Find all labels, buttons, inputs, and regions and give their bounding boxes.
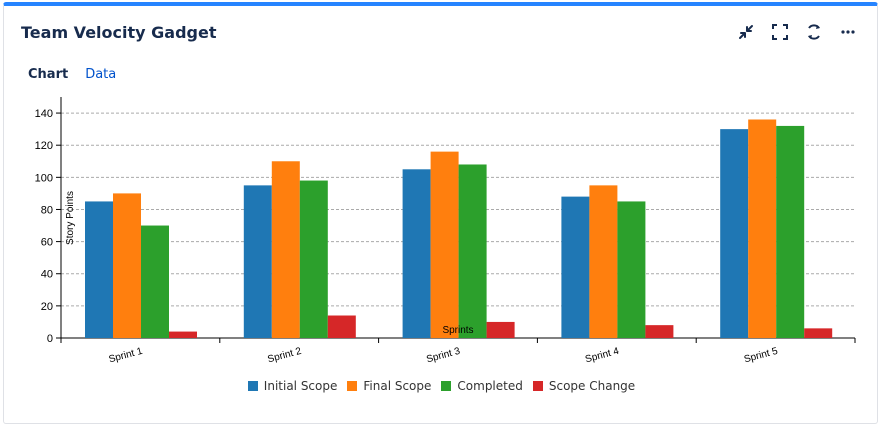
bar — [299, 180, 328, 338]
x-tick-label: Sprint 3 — [425, 346, 462, 366]
refresh-button[interactable] — [803, 21, 825, 43]
x-axis-title: Sprints — [442, 325, 473, 336]
legend-item-scope-change[interactable]: Scope Change — [532, 379, 636, 393]
gadget-tabs: Chart Data — [28, 67, 116, 82]
y-tick-label: 0 — [47, 333, 53, 345]
more-icon — [841, 30, 855, 34]
legend-label: Initial Scope — [263, 379, 338, 393]
legend-swatch — [347, 381, 358, 391]
gadget-title: Team Velocity Gadget — [21, 23, 217, 42]
tab-data[interactable]: Data — [85, 67, 117, 82]
x-tick-label: Sprint 4 — [584, 346, 621, 366]
legend-label: Final Scope — [363, 379, 432, 393]
more-options-button[interactable] — [837, 21, 859, 43]
y-tick-label: 120 — [35, 140, 53, 152]
y-tick-label: 80 — [41, 204, 53, 216]
bar — [617, 201, 646, 338]
legend-label: Scope Change — [548, 379, 636, 393]
y-tick-label: 20 — [41, 301, 53, 313]
bar — [402, 169, 431, 338]
minimize-icon — [739, 25, 753, 39]
minimize-button[interactable] — [735, 21, 757, 43]
bar — [141, 225, 169, 338]
x-tick-label: Sprint 1 — [108, 346, 145, 366]
y-tick-label: 40 — [41, 269, 53, 281]
x-tick-label: Sprint 2 — [266, 346, 303, 366]
fullscreen-icon — [772, 24, 788, 40]
bar — [85, 201, 113, 338]
tab-chart[interactable]: Chart — [28, 67, 69, 82]
bar — [430, 151, 459, 338]
legend-label: Completed — [457, 379, 523, 393]
legend-swatch — [247, 381, 258, 391]
bar — [271, 161, 300, 338]
x-tick-label: Sprint 5 — [743, 346, 780, 366]
bar — [243, 185, 272, 338]
chart-legend: Initial Scope Final Scope Completed Scop… — [0, 379, 883, 393]
bar — [113, 193, 141, 338]
y-tick-label: 140 — [35, 108, 53, 120]
bar — [748, 119, 777, 338]
refresh-icon — [808, 24, 820, 40]
bar — [561, 196, 590, 338]
bar — [804, 328, 833, 338]
legend-item-initial-scope[interactable]: Initial Scope — [247, 379, 338, 393]
bar — [169, 331, 197, 338]
bar — [486, 321, 515, 338]
legend-swatch — [441, 381, 452, 391]
bar — [589, 185, 618, 338]
bar — [645, 325, 674, 338]
bar — [458, 164, 487, 338]
y-axis-title: Story Points — [65, 191, 76, 245]
bar — [776, 125, 805, 338]
bar — [327, 315, 356, 338]
y-tick-label: 100 — [35, 172, 53, 184]
fullscreen-button[interactable] — [769, 21, 791, 43]
legend-item-completed[interactable]: Completed — [441, 379, 523, 393]
y-tick-label: 60 — [41, 237, 53, 249]
gadget-toolbar — [735, 21, 859, 43]
legend-item-final-scope[interactable]: Final Scope — [347, 379, 431, 393]
legend-swatch — [532, 381, 543, 391]
bar — [720, 129, 749, 338]
